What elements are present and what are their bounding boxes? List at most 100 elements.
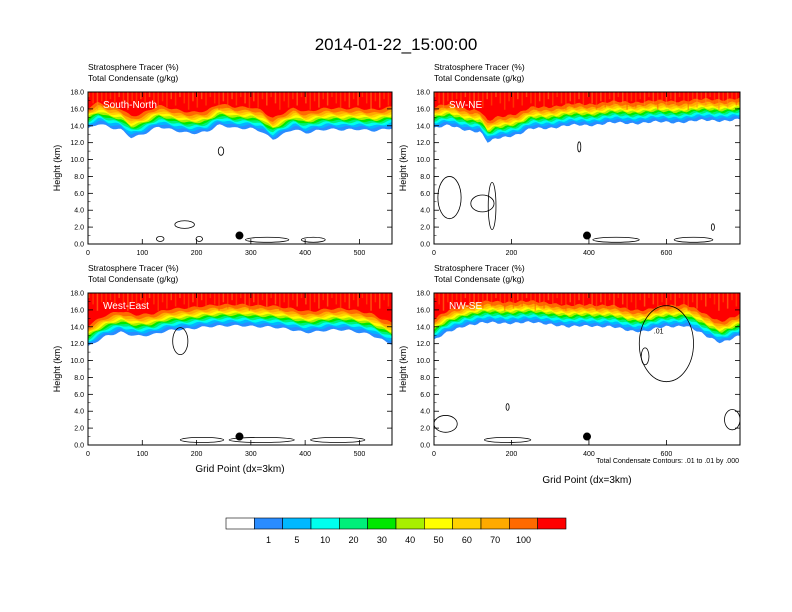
colorbar-swatch — [480, 517, 510, 530]
tracer-streak — [705, 293, 707, 307]
y-tick-label: 0.0 — [420, 443, 430, 450]
location-marker — [583, 231, 591, 240]
tracer-streak — [726, 293, 729, 309]
tracer-streak — [92, 92, 94, 104]
tracer-streak — [543, 293, 545, 309]
tracer-streak — [248, 293, 251, 311]
tracer-streak — [127, 293, 129, 311]
x-tick-label: 200 — [506, 250, 518, 257]
tracer-field: .01 — [434, 293, 740, 445]
tracer-streak — [135, 92, 138, 108]
tracer-streak — [313, 92, 316, 102]
tracer-streak — [226, 92, 229, 108]
tracer-streak — [678, 293, 681, 299]
condensate-contour — [577, 141, 582, 153]
panel-title-line1: Stratosphere Tracer (%) — [434, 263, 525, 273]
tracer-streak — [639, 293, 641, 301]
tracer-streak — [292, 92, 294, 100]
tracer-streak — [257, 293, 259, 309]
tracer-streak — [434, 92, 436, 98]
tracer-streak — [261, 293, 264, 301]
y-tick-label: 0.0 — [420, 242, 430, 249]
tracer-streak — [114, 92, 116, 106]
tracer-streak — [287, 92, 290, 108]
tracer-streak — [560, 293, 563, 305]
tracer-streak — [274, 293, 277, 305]
x-tick-label: 0 — [86, 451, 90, 458]
tracer-streak — [357, 92, 359, 106]
tracer-streak — [600, 92, 602, 102]
colorbar-swatch — [310, 517, 340, 530]
tracer-streak — [153, 92, 155, 104]
condensate-contour — [638, 305, 694, 383]
tracer-streak — [222, 293, 225, 303]
condensate-contour — [174, 220, 195, 229]
tracer-streak — [709, 92, 711, 98]
tracer-streak — [621, 293, 624, 305]
tracer-streak — [370, 293, 372, 311]
y-tick-label: 8.0 — [420, 174, 430, 181]
x-tick-label: 500 — [354, 250, 366, 257]
tracer-streak — [313, 293, 316, 303]
y-tick-label: 10.0 — [70, 358, 84, 365]
tracer-streak — [253, 92, 255, 102]
tracer-streak — [200, 92, 203, 100]
condensate-contour — [300, 236, 326, 243]
condensate-contour — [434, 415, 458, 433]
colorbar-label: 5 — [294, 535, 299, 545]
colorbar-swatch — [452, 517, 482, 530]
tracer-streak — [266, 293, 268, 307]
x-tick-label: 400 — [299, 250, 311, 257]
tracer-streak — [352, 92, 355, 100]
tracer-streak — [101, 293, 103, 303]
tracer-streak — [635, 92, 637, 108]
x-tick-label: 100 — [136, 250, 148, 257]
tracer-streak — [348, 293, 351, 309]
panel-title-line2: Total Condensate (g/kg) — [88, 274, 178, 284]
tracer-streak — [460, 293, 462, 307]
tracer-streak — [587, 92, 589, 98]
tracer-streak — [226, 293, 229, 309]
tracer-streak — [109, 293, 112, 301]
tracer-streak — [287, 293, 290, 309]
y-tick-label: 8.0 — [74, 174, 84, 181]
tracer-streak — [521, 293, 523, 307]
tracer-streak — [552, 293, 554, 307]
y-tick-label: 4.0 — [74, 409, 84, 416]
tracer-streak — [283, 92, 285, 102]
tracer-streak — [348, 92, 351, 108]
tracer-field — [434, 92, 740, 244]
tracer-streak — [635, 293, 637, 309]
x-tick-label: 400 — [583, 250, 595, 257]
tracer-streak — [687, 293, 690, 311]
colorbar-swatch — [254, 517, 283, 530]
panel-title-line1: Stratosphere Tracer (%) — [88, 62, 179, 72]
condensate-contour — [172, 327, 189, 356]
tracer-streak — [442, 293, 445, 311]
tracer-streak — [192, 92, 194, 102]
tracer-streak — [144, 92, 146, 106]
tracer-streak — [578, 293, 580, 301]
y-tick-label: 6.0 — [74, 392, 84, 399]
y-tick-label: 16.0 — [70, 307, 84, 314]
tracer-streak — [179, 293, 181, 299]
tracer-streak — [613, 92, 615, 106]
tracer-streak — [600, 293, 602, 303]
tracer-field — [88, 92, 392, 244]
tracer-streak — [547, 293, 550, 301]
colorbar-swatch — [537, 517, 567, 530]
colorbar-label: 1 — [266, 535, 271, 545]
tracer-band — [434, 92, 740, 121]
condensate-contour — [724, 409, 740, 431]
tracer-streak — [691, 92, 694, 102]
y-tick-label: 10.0 — [70, 157, 84, 164]
tracer-streak — [370, 92, 372, 110]
colorbar-label: 50 — [433, 535, 443, 545]
y-tick-label: 18.0 — [70, 90, 84, 97]
tracer-streak — [296, 293, 298, 307]
tracer-streak — [148, 92, 151, 98]
y-tick-label: 12.0 — [70, 140, 84, 147]
tracer-streak — [499, 293, 502, 305]
colorbar-label: 10 — [320, 535, 330, 545]
tracer-streak — [538, 92, 541, 102]
